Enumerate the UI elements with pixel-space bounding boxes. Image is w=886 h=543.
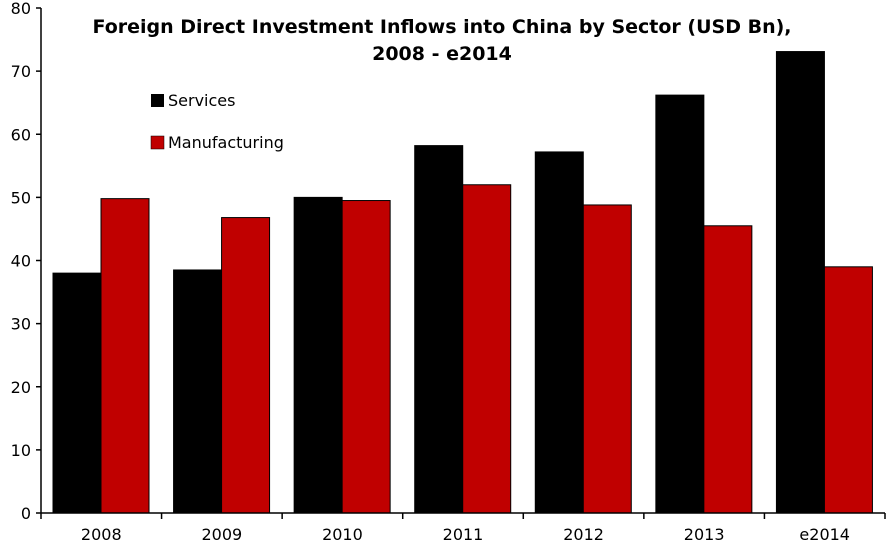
x-tick-label-2009: 2009 [201, 525, 242, 543]
y-tick-label-30: 30 [11, 315, 31, 334]
y-tick-label-10: 10 [11, 441, 31, 460]
bar-services-e2014 [775, 51, 825, 514]
bar-services-2012 [534, 151, 584, 514]
x-tick-label-2010: 2010 [322, 525, 363, 543]
bar-services-2009 [173, 269, 223, 514]
bar-services-2008 [52, 272, 102, 514]
bar-manufacturing-2013 [703, 225, 753, 514]
x-tick-label-2011: 2011 [443, 525, 484, 543]
x-ticks: 2008 2009 2010 2011 2012 2013 e2014 [40, 513, 886, 543]
bar-services-2010 [293, 196, 343, 514]
y-tick-label-80: 80 [11, 0, 31, 18]
chart-title-line-2: 2008 - e2014 [372, 43, 512, 65]
legend-label-services: Services [168, 91, 235, 110]
bar-manufacturing-e2014 [823, 266, 873, 514]
y-tick-label-20: 20 [11, 378, 31, 397]
legend-swatch-services [151, 94, 164, 107]
chart-title-line-1: Foreign Direct Investment Inflows into C… [92, 16, 791, 38]
legend-swatch-manufacturing [150, 135, 165, 150]
y-tick-label-70: 70 [11, 62, 31, 81]
bar-services-2013 [655, 94, 705, 514]
chart-title: Foreign Direct Investment Inflows into C… [92, 16, 791, 65]
legend: Services Manufacturing [150, 91, 284, 152]
x-tick-label-e2014: e2014 [799, 525, 850, 543]
y-tick-label-40: 40 [11, 252, 31, 271]
bar-manufacturing-2008 [100, 198, 150, 514]
bar-manufacturing-2011 [462, 184, 512, 514]
bar-manufacturing-2012 [582, 204, 632, 514]
bars-layer [52, 51, 873, 514]
y-ticks: 0 10 20 30 40 50 60 70 80 [11, 0, 41, 523]
bar-manufacturing-2009 [221, 217, 271, 514]
x-tick-label-2012: 2012 [563, 525, 604, 543]
y-tick-label-60: 60 [11, 125, 31, 144]
x-tick-label-2013: 2013 [684, 525, 725, 543]
y-tick-label-50: 50 [11, 188, 31, 207]
bar-services-2011 [414, 145, 464, 514]
x-tick-label-2008: 2008 [81, 525, 122, 543]
y-tick-label-0: 0 [21, 504, 31, 523]
bar-manufacturing-2010 [341, 200, 391, 514]
legend-label-manufacturing: Manufacturing [168, 133, 284, 152]
